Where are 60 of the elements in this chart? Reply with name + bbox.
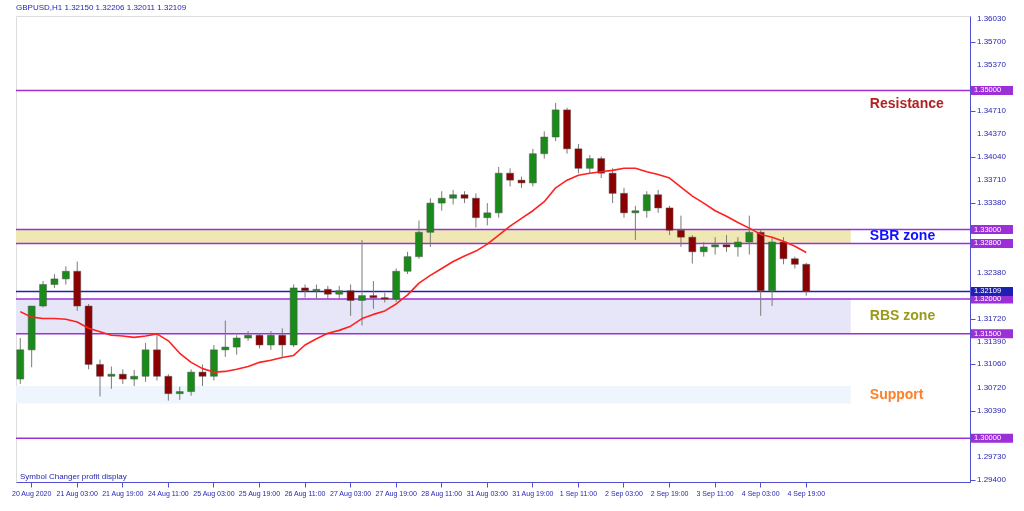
candlestick <box>688 234 697 265</box>
candlestick <box>62 265 70 285</box>
candlestick <box>779 236 788 265</box>
candlestick <box>221 320 230 358</box>
candlestick <box>267 330 275 351</box>
candlestick <box>631 205 640 241</box>
y-tick-label: 1.30390 <box>977 406 1007 416</box>
candlestick <box>164 373 173 402</box>
y-tick-label: 1.31390 <box>977 336 1007 346</box>
candlestick <box>608 167 617 204</box>
candlestick <box>187 368 195 397</box>
candlestick <box>665 205 674 236</box>
candlestick <box>403 251 412 275</box>
candlestick <box>346 283 355 317</box>
y-tick-label: 1.31060 <box>977 359 1007 369</box>
y-tick-label: 1.32380 <box>977 267 1007 277</box>
candlestick <box>677 215 685 248</box>
candlestick <box>358 239 366 327</box>
candlestick <box>198 363 207 387</box>
y-tick-label: 1.33710 <box>977 175 1007 185</box>
candlestick <box>472 192 480 228</box>
candlestick <box>39 280 47 308</box>
candlestick <box>745 215 754 256</box>
band-label: RBS zone <box>869 307 936 324</box>
candlestick <box>540 130 549 160</box>
candlestick <box>483 202 492 226</box>
candlestick <box>734 236 742 258</box>
candlestick <box>244 330 252 342</box>
candlestick <box>278 327 287 358</box>
candlestick <box>711 236 719 256</box>
candlestick <box>506 167 514 187</box>
y-tick-label: 1.35370 <box>977 59 1007 69</box>
candlestick <box>654 189 662 214</box>
candlestick <box>107 366 116 390</box>
y-tick-label: 1.34710 <box>977 105 1007 115</box>
candlestick <box>620 187 628 219</box>
y-tick-label: 1.31720 <box>977 313 1007 323</box>
candlestick <box>301 283 309 299</box>
candlestick <box>437 190 446 212</box>
y-tick-label: 1.36030 <box>977 13 1007 23</box>
chart-title: GBPUSD,H1 1.32150 1.32206 1.32011 1.32109 <box>16 2 187 12</box>
candlestick <box>574 143 583 174</box>
y-tick-label: 1.30720 <box>977 383 1007 393</box>
candlestick <box>586 154 594 174</box>
y-tick-label: 1.29400 <box>977 474 1007 484</box>
candlestick <box>369 280 378 310</box>
y-tick-label: 1.29730 <box>977 451 1007 461</box>
text: Resistance <box>869 95 944 111</box>
band-label: Support <box>869 385 924 402</box>
candlestick <box>449 189 457 205</box>
y-tick-label: 1.34370 <box>977 129 1007 139</box>
candlestick <box>232 334 241 356</box>
candlestick <box>597 156 605 179</box>
y-tick-label: 1.33380 <box>977 198 1007 208</box>
candlestick <box>643 190 651 219</box>
band-label: SBR zone <box>869 227 936 244</box>
y-tick-label: 1.34040 <box>977 152 1007 162</box>
annotation: Symbol Changer profit display <box>20 472 127 481</box>
y-tick-label: 1.35700 <box>977 36 1007 46</box>
candlestick <box>96 359 104 397</box>
